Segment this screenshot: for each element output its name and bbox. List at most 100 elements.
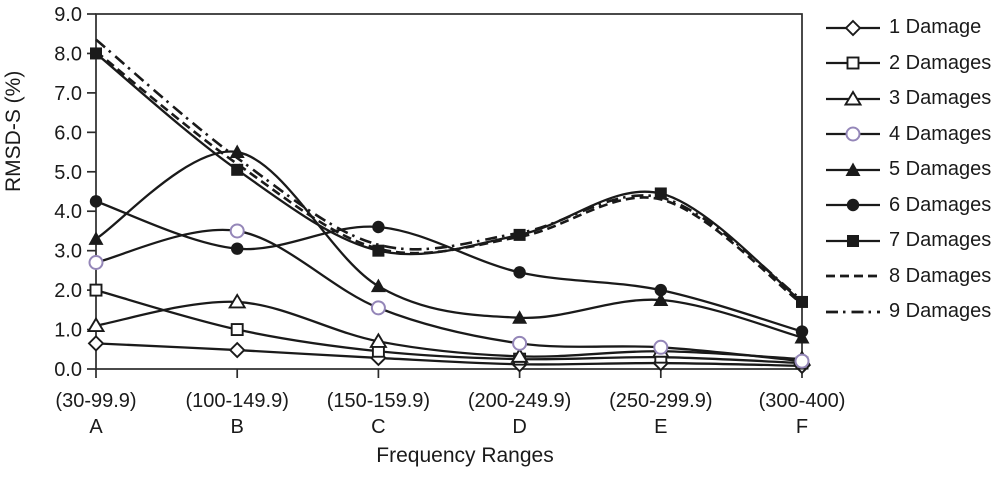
marker-circle-open-4-damages: [370, 300, 386, 316]
legend-item-5-damages: 5 Damages: [824, 152, 991, 188]
marker-circle-filled-legend: [846, 199, 860, 212]
marker-square-filled-7-damages: [90, 47, 102, 60]
legend-square-open-icon: [826, 56, 880, 70]
legend-label: 4 Damages: [889, 122, 992, 145]
marker-triangle-open-3-damages: [86, 316, 106, 333]
marker-triangle-filled-5-damages: [653, 292, 669, 306]
y-tick-label: 5.0: [54, 162, 82, 184]
y-tick-label: 2.0: [54, 280, 82, 302]
marker-square-open-2-damages: [89, 283, 103, 297]
legend-line-icon: [826, 310, 880, 314]
marker-triangle-open-3-damages: [228, 293, 247, 309]
y-tick-label: 7.0: [54, 83, 82, 105]
legend-line-icon: [826, 274, 880, 278]
plot-border: [95, 13, 803, 370]
series-line-7-damages: [95, 52, 803, 303]
marker-square-filled-7-damages: [513, 228, 526, 241]
x-tick-letter-label: B: [231, 416, 244, 438]
marker-square-filled-7-damages: [654, 187, 667, 200]
series-line-2-damages: [95, 289, 803, 365]
legend-label: 2 Damages: [889, 51, 992, 74]
marker-circle-open-4-damages: [229, 223, 245, 239]
marker-triangle-open-legend: [843, 89, 863, 106]
marker-circle-open-4-damages: [794, 353, 810, 369]
legend-item-7-damages: 7 Damages: [824, 223, 991, 259]
legend-item-6-damages: 6 Damages: [824, 188, 991, 224]
legend-label: 1 Damage: [889, 16, 982, 39]
x-tick-range-label: (150-159.9): [327, 390, 430, 412]
x-axis-title: Frequency Ranges: [376, 444, 554, 467]
y-tick-label: 0.0: [54, 359, 82, 381]
marker-triangle-filled-5-damages: [370, 278, 386, 293]
marker-circle-filled-6-damages: [372, 220, 385, 234]
series-line-8-damages: [95, 50, 803, 305]
marker-triangle-open-3-damages: [369, 332, 388, 348]
y-tick-label: 1.0: [54, 320, 82, 342]
marker-square-filled-legend: [847, 234, 859, 247]
marker-circle-filled-6-damages: [795, 325, 809, 338]
legend-item-8-damages: 8 Damages: [824, 259, 991, 295]
marker-triangle-open-3-damages: [510, 347, 529, 363]
legend: 1 Damage 2 Damages 3 Damages 4 Damages 5 Dam…: [824, 10, 991, 330]
marker-circle-open-4-damages: [653, 339, 669, 355]
marker-triangle-filled-legend: [845, 162, 861, 176]
legend-label: 3 Damages: [889, 87, 992, 110]
legend-circle-filled-icon: [826, 199, 880, 212]
legend-circle-open-icon: [826, 126, 880, 142]
marker-triangle-filled-5-damages: [88, 231, 104, 245]
marker-diamond-open-1-damage: [228, 341, 246, 359]
legend-label: 8 Damages: [889, 264, 992, 287]
x-tick-letter-label: E: [654, 416, 667, 438]
x-tick-letter-label: A: [89, 416, 103, 438]
x-tick-letter-label: D: [512, 416, 526, 438]
x-tick-letter-label: F: [796, 416, 808, 438]
series-line-5-damages: [95, 150, 803, 339]
legend-item-1-damage: 1 Damage: [824, 10, 991, 46]
series-line-4-damages: [95, 228, 803, 363]
marker-circle-open-4-damages: [88, 255, 104, 270]
legend-item-2-damages: 2 Damages: [824, 46, 991, 82]
series-line-6-damages: [95, 200, 803, 333]
y-tick-label: 3.0: [54, 241, 82, 263]
y-axis-title: RMSD-S (%): [2, 70, 25, 192]
legend-label: 7 Damages: [889, 229, 992, 252]
marker-square-open-2-damages: [230, 323, 244, 337]
marker-circle-open-4-damages: [512, 335, 528, 351]
legend-item-3-damages: 3 Damages: [824, 81, 991, 117]
y-tick-label: 4.0: [54, 201, 82, 223]
legend-square-filled-icon: [826, 234, 880, 247]
marker-square-filled-7-damages: [231, 163, 244, 176]
marker-circle-open-legend: [845, 126, 861, 142]
marker-square-open-legend: [846, 56, 860, 70]
legend-label: 9 Damages: [889, 300, 992, 323]
x-tick-range-label: (300-400): [759, 390, 846, 412]
marker-diamond-open-legend: [844, 19, 862, 37]
marker-circle-filled-6-damages: [89, 195, 103, 208]
legend-item-4-damages: 4 Damages: [824, 117, 991, 153]
marker-triangle-filled-5-damages: [229, 144, 245, 159]
marker-diamond-open-1-damage: [87, 335, 105, 352]
legend-label: 6 Damages: [889, 193, 992, 216]
legend-diamond-open-icon: [826, 19, 880, 37]
legend-item-9-damages: 9 Damages: [824, 294, 991, 330]
marker-circle-filled-6-damages: [513, 266, 526, 279]
x-tick-range-label: (30-99.9): [55, 390, 136, 412]
y-tick-label: 6.0: [54, 122, 82, 144]
x-tick-range-label: (100-149.9): [185, 390, 288, 412]
legend-triangle-open-icon: [826, 89, 880, 106]
x-tick-range-label: (200-249.9): [468, 390, 571, 412]
y-tick-label: 9.0: [54, 4, 82, 26]
series-line-9-damages: [95, 38, 803, 302]
marker-circle-filled-6-damages: [654, 283, 667, 297]
legend-triangle-filled-icon: [826, 162, 880, 176]
x-tick-letter-label: C: [371, 416, 385, 438]
marker-triangle-filled-5-damages: [512, 310, 528, 324]
series-line-3-damages: [95, 300, 803, 361]
y-tick-label: 8.0: [54, 43, 82, 65]
legend-label: 5 Damages: [889, 158, 992, 181]
marker-circle-filled-6-damages: [231, 242, 244, 255]
series-line-1-damage: [95, 342, 803, 367]
x-tick-range-label: (250-299.9): [609, 390, 712, 412]
